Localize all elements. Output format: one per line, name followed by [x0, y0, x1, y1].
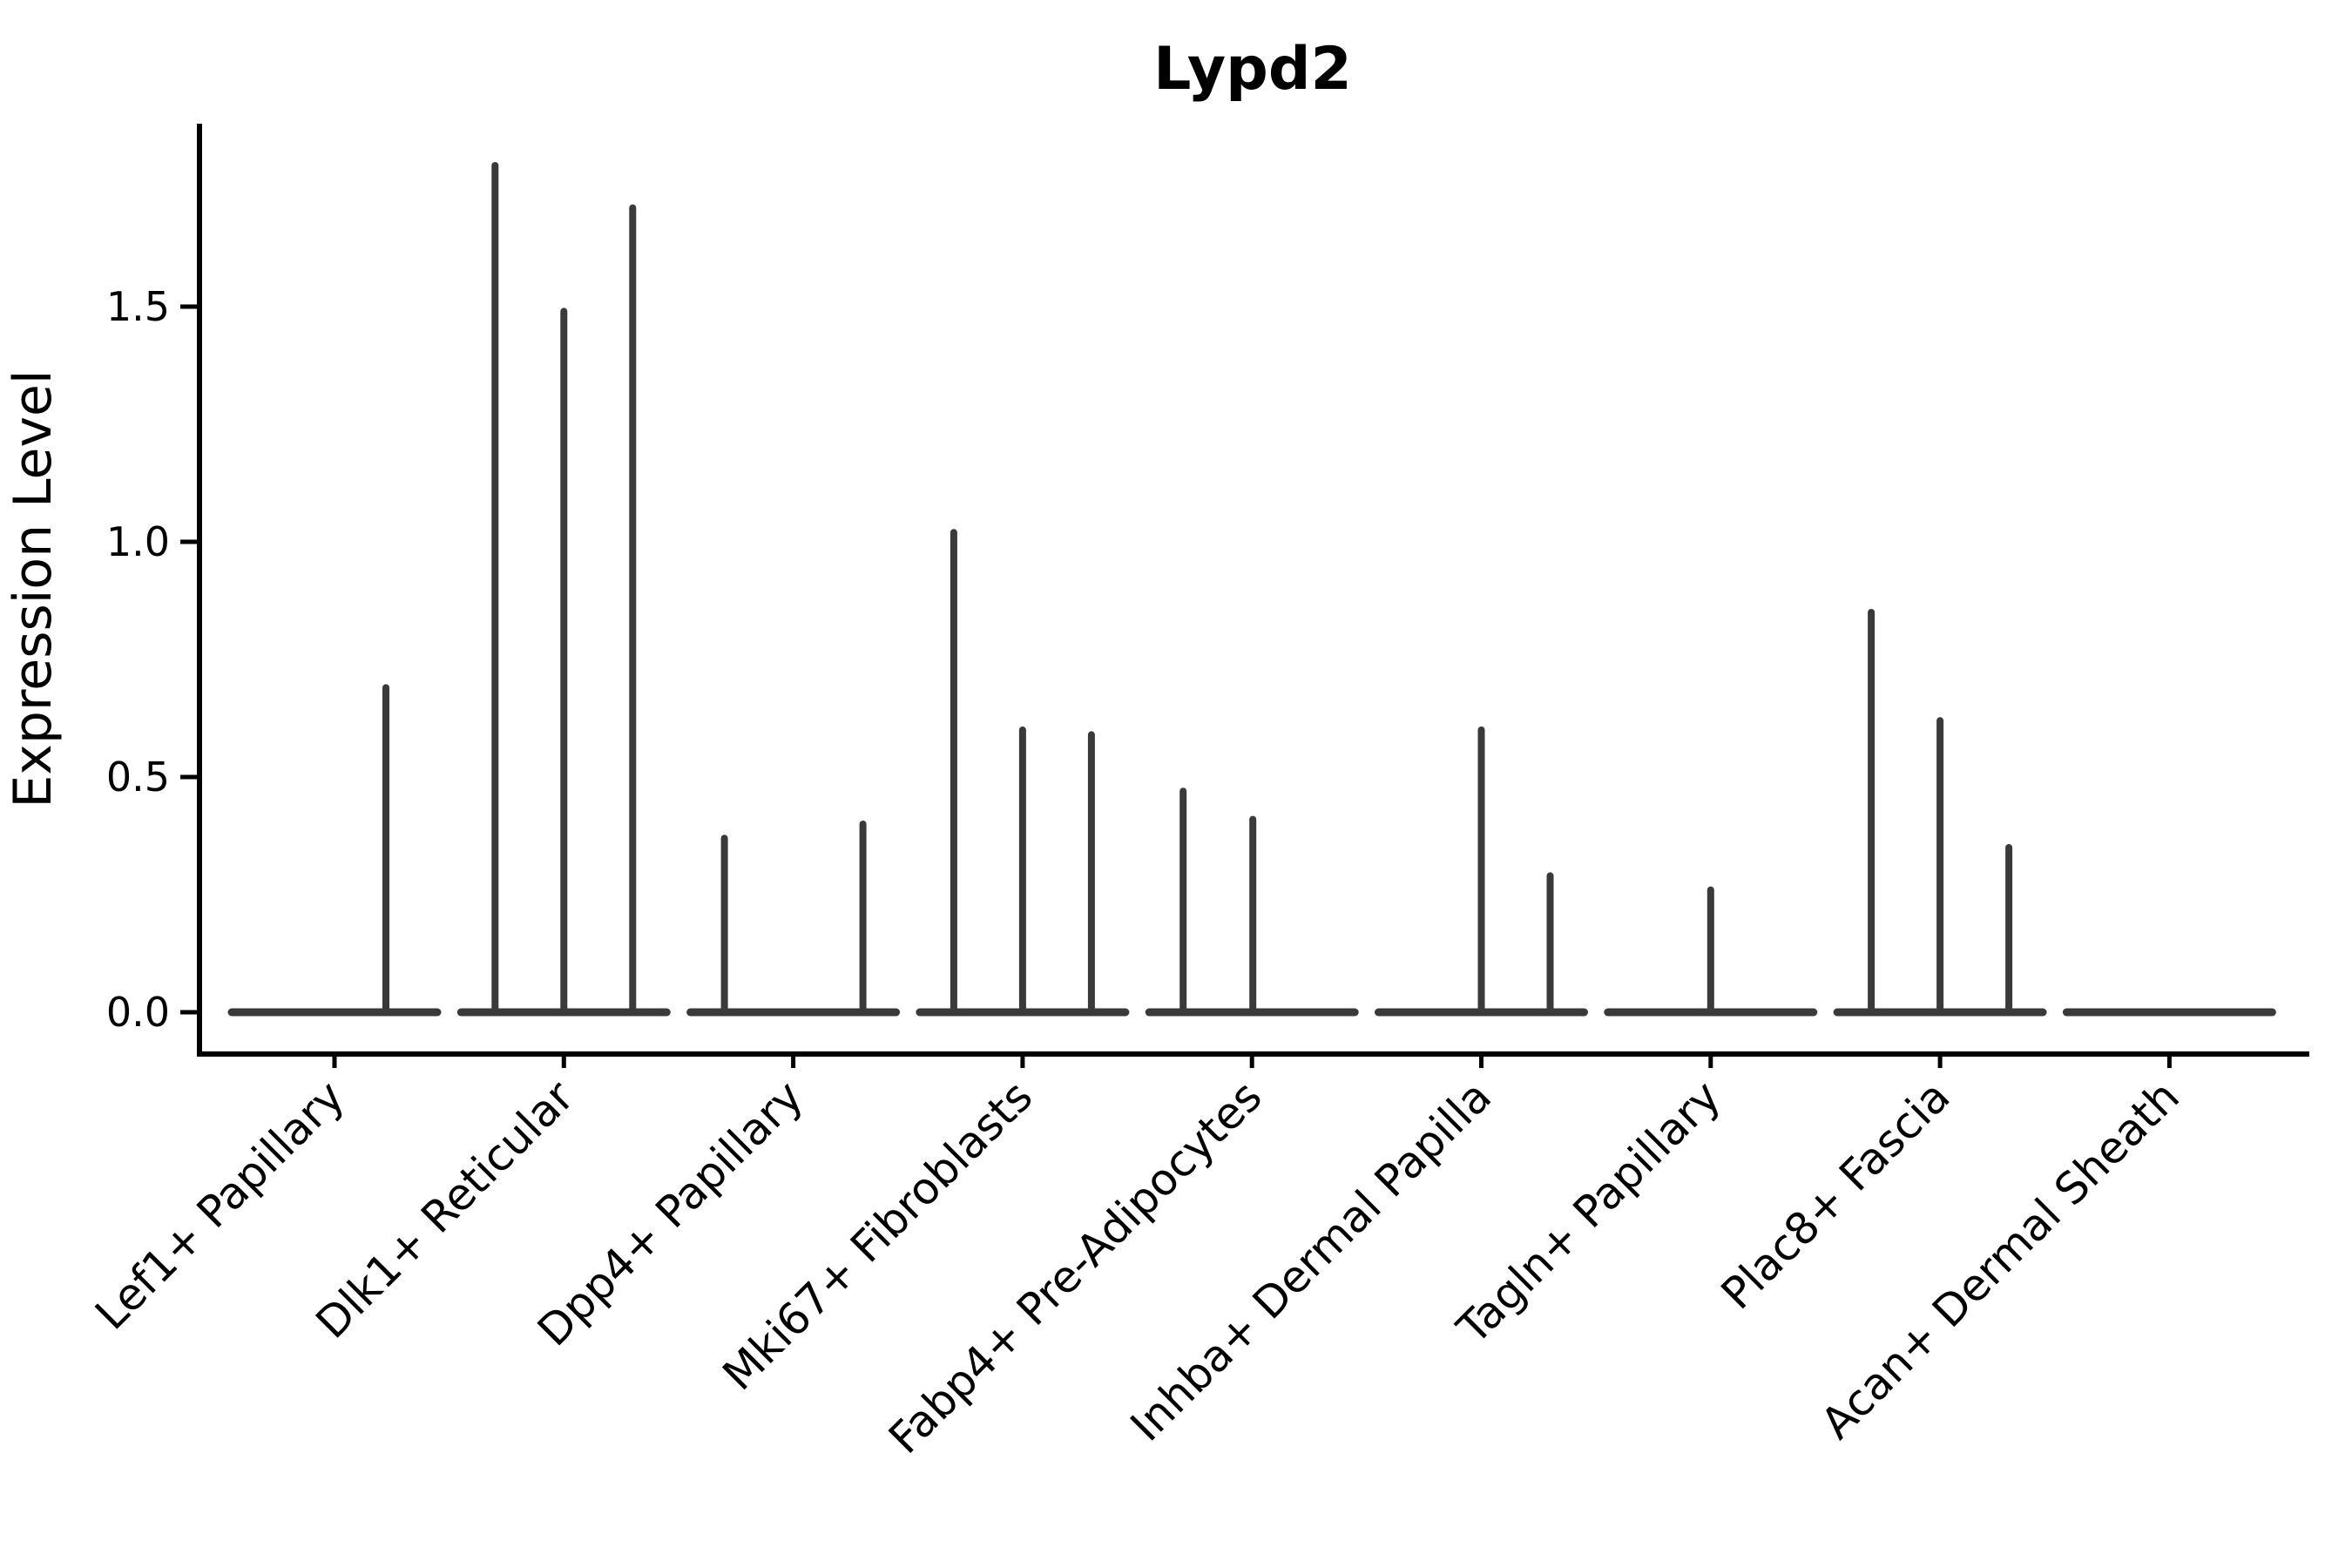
violins-group [227, 162, 2276, 1017]
y-ticks-group: 0.0 0.5 1.0 1.5 [106, 283, 198, 1036]
y-tick-label: 0.5 [106, 754, 170, 801]
x-tick-label: Plac8+ Fascia [1712, 1071, 1960, 1320]
chart-title: Lypd2 [1153, 35, 1352, 104]
x-tick-label: Fabp4+ Pre-Adipocytes [879, 1071, 1272, 1464]
x-tick-label: Lef1+ Papillary [85, 1071, 354, 1340]
y-tick-label: 0.0 [106, 989, 170, 1036]
y-axis-label: Expression Level [3, 369, 64, 808]
y-tick-label: 1.0 [106, 518, 170, 565]
y-tick-label: 1.5 [106, 283, 170, 330]
